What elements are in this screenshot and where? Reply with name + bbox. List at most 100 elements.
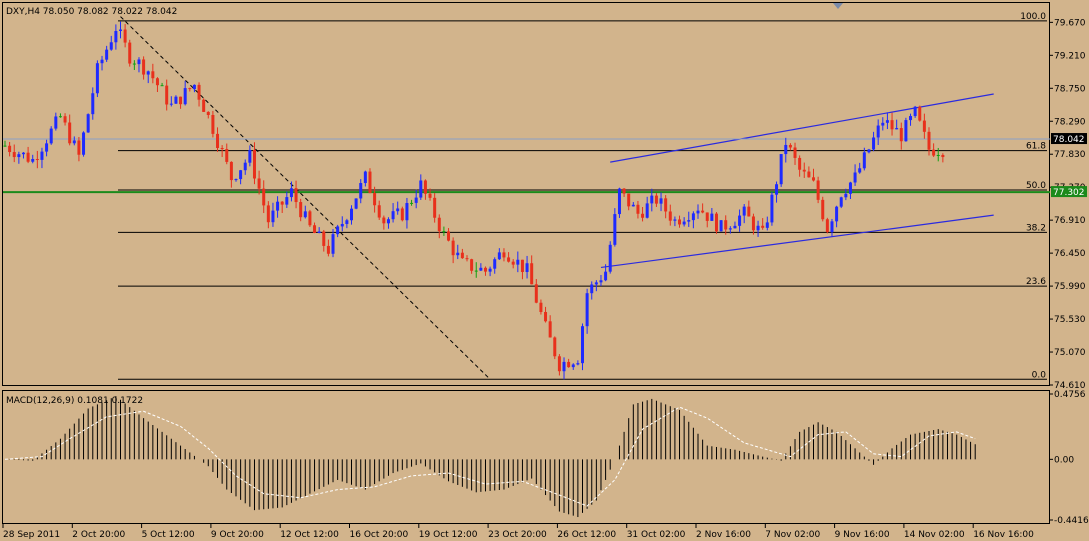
candle[interactable] <box>12 144 16 163</box>
candle[interactable] <box>428 188 432 201</box>
candle[interactable] <box>368 168 372 194</box>
candle[interactable] <box>266 201 270 229</box>
candle[interactable] <box>585 288 589 334</box>
candle[interactable] <box>470 258 474 274</box>
candle[interactable] <box>807 166 811 178</box>
candle[interactable] <box>502 248 506 262</box>
candle[interactable] <box>326 239 330 257</box>
candle[interactable] <box>853 164 857 186</box>
candle[interactable] <box>17 151 21 164</box>
candle[interactable] <box>719 220 723 232</box>
candle[interactable] <box>419 174 423 200</box>
candle[interactable] <box>784 137 788 163</box>
candle[interactable] <box>765 216 769 231</box>
candle[interactable] <box>483 266 487 276</box>
candle[interactable] <box>825 217 829 234</box>
candle[interactable] <box>650 188 654 212</box>
candle[interactable] <box>775 181 779 203</box>
candle[interactable] <box>331 229 335 258</box>
candle[interactable] <box>562 357 566 380</box>
candle[interactable] <box>456 244 460 260</box>
candle[interactable] <box>313 222 317 234</box>
candle[interactable] <box>751 213 755 235</box>
candle[interactable] <box>239 169 243 185</box>
candle[interactable] <box>49 126 53 145</box>
candle[interactable] <box>386 217 390 229</box>
candle[interactable] <box>516 251 520 273</box>
candle[interactable] <box>410 199 414 206</box>
candle[interactable] <box>142 56 146 80</box>
candle[interactable] <box>682 217 686 227</box>
candle[interactable] <box>100 55 104 71</box>
candle[interactable] <box>465 255 469 262</box>
candle[interactable] <box>179 96 183 109</box>
candle[interactable] <box>169 96 173 107</box>
candle[interactable] <box>95 60 99 98</box>
candle[interactable] <box>553 336 557 360</box>
candle[interactable] <box>710 207 714 221</box>
candle[interactable] <box>645 196 649 219</box>
candle[interactable] <box>724 215 728 235</box>
candle[interactable] <box>202 98 206 112</box>
candle[interactable] <box>922 113 926 139</box>
candle[interactable] <box>525 255 529 279</box>
candle[interactable] <box>220 145 224 158</box>
candle[interactable] <box>317 227 321 234</box>
candle[interactable] <box>447 228 451 242</box>
candle[interactable] <box>779 154 783 187</box>
candle[interactable] <box>918 105 922 122</box>
candle[interactable] <box>86 113 90 133</box>
candle[interactable] <box>733 221 737 229</box>
candle[interactable] <box>659 192 663 212</box>
candle[interactable] <box>396 201 400 215</box>
candle[interactable] <box>520 259 524 280</box>
candle[interactable] <box>276 196 280 218</box>
candle[interactable] <box>636 200 640 219</box>
candle[interactable] <box>91 87 95 120</box>
candle[interactable] <box>567 358 571 368</box>
candle[interactable] <box>271 202 275 227</box>
candle[interactable] <box>322 229 326 252</box>
candle[interactable] <box>788 143 792 151</box>
candle[interactable] <box>294 180 298 209</box>
candle[interactable] <box>40 147 44 169</box>
candle[interactable] <box>687 211 691 227</box>
candle[interactable] <box>400 206 404 222</box>
candle[interactable] <box>174 95 178 104</box>
candle[interactable] <box>927 127 931 156</box>
channel-upper-line[interactable] <box>610 93 994 163</box>
candle[interactable] <box>382 215 386 230</box>
candle[interactable] <box>909 113 913 126</box>
candle[interactable] <box>728 226 732 234</box>
candle[interactable] <box>816 176 820 204</box>
candle[interactable] <box>63 113 67 126</box>
candle[interactable] <box>936 147 940 162</box>
candle[interactable] <box>488 266 492 277</box>
price-pane[interactable]: 100.0 61.8 50.0 38.2 23.6 0.0 DXY,H4 78.050 7… <box>2 2 1088 392</box>
candle[interactable] <box>479 263 483 272</box>
candle[interactable] <box>812 168 815 182</box>
candle[interactable] <box>867 148 871 154</box>
candle[interactable] <box>234 178 238 182</box>
candle[interactable] <box>932 143 936 157</box>
candle[interactable] <box>299 198 303 222</box>
candle[interactable] <box>705 212 709 228</box>
candle[interactable] <box>544 306 548 323</box>
candle[interactable] <box>123 24 127 48</box>
candle[interactable] <box>793 142 797 165</box>
candle[interactable] <box>617 187 621 218</box>
candle[interactable] <box>391 203 395 223</box>
candle[interactable] <box>377 200 381 220</box>
candle[interactable] <box>848 181 852 200</box>
candle[interactable] <box>257 170 261 195</box>
candle[interactable] <box>548 315 552 338</box>
candle[interactable] <box>151 63 155 84</box>
candle[interactable] <box>798 155 802 177</box>
candle[interactable] <box>941 153 945 163</box>
candle[interactable] <box>350 205 353 225</box>
candle[interactable] <box>641 206 645 222</box>
candle[interactable] <box>289 181 293 202</box>
candle[interactable] <box>132 60 136 71</box>
candle[interactable] <box>77 137 81 162</box>
candle[interactable] <box>576 360 580 366</box>
